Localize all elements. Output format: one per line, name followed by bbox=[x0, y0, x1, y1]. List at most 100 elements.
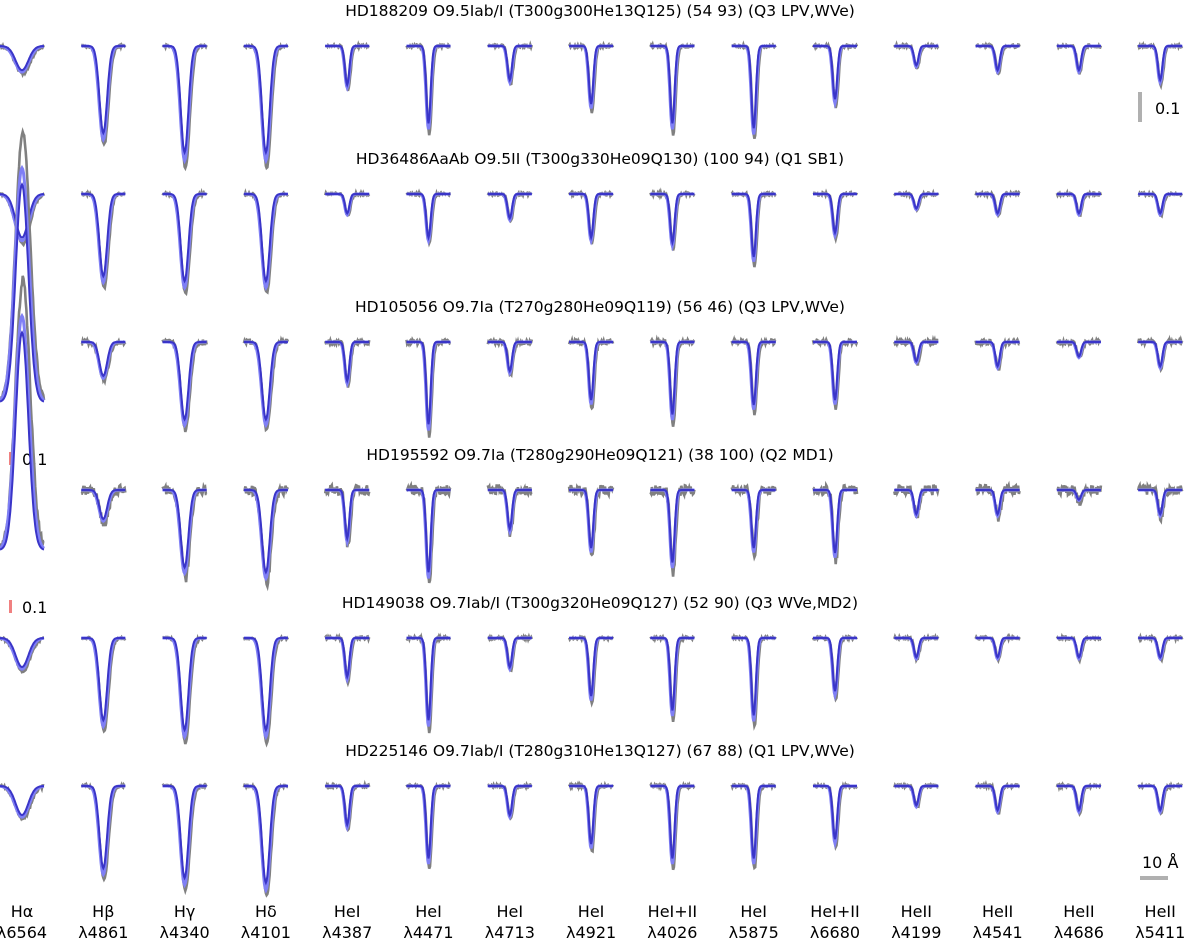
column-label: Hγ λ4340 bbox=[160, 902, 210, 942]
model-core-line bbox=[731, 45, 776, 129]
model-core-line bbox=[894, 341, 939, 364]
model-core-line bbox=[1056, 637, 1101, 660]
column-label: HeII λ4199 bbox=[891, 902, 941, 942]
star-row: HD105056 O9.7Ia (T270g280He09Q119) (56 4… bbox=[0, 127, 1184, 469]
model-core-line bbox=[487, 785, 532, 818]
model-core-line bbox=[1056, 45, 1101, 73]
flux-scale-label: 0.1 bbox=[1155, 99, 1180, 118]
model-spectrum-line bbox=[243, 488, 288, 582]
model-core-line bbox=[406, 193, 451, 242]
line-wavelength-label: λ4026 bbox=[647, 923, 697, 942]
model-core-line bbox=[162, 489, 207, 570]
model-spectrum-line bbox=[81, 44, 126, 143]
model-core-line bbox=[162, 341, 207, 422]
model-spectrum-line bbox=[0, 784, 45, 819]
model-spectrum-line bbox=[243, 340, 288, 429]
star-row: HD195592 O9.7Ia (T280g290He09Q121) (38 1… bbox=[0, 275, 1184, 617]
model-spectrum-line bbox=[243, 784, 288, 894]
line-wavelength-label: λ5875 bbox=[729, 923, 779, 942]
model-core-line bbox=[81, 341, 126, 378]
line-wavelength-label: λ4199 bbox=[891, 923, 941, 942]
observed-spectrum-line bbox=[242, 781, 289, 898]
model-spectrum-line bbox=[162, 488, 207, 577]
star-row: HD225146 O9.7Iab/I (T280g310He13Q127) (6… bbox=[0, 742, 1184, 898]
scale-bars: 0.1 10 Å bbox=[1138, 92, 1180, 880]
model-spectrum-line bbox=[243, 192, 288, 291]
model-core-line bbox=[243, 489, 288, 575]
line-ion-label: HeI bbox=[740, 902, 767, 921]
observed-spectrum-line bbox=[811, 335, 859, 410]
model-spectrum-line bbox=[162, 192, 207, 291]
model-core-line bbox=[81, 637, 126, 723]
column-label: Hβ λ4861 bbox=[78, 902, 128, 942]
model-core-line bbox=[243, 785, 288, 886]
model-core-line bbox=[731, 785, 776, 859]
model-core-line bbox=[1138, 193, 1183, 216]
model-core-line bbox=[731, 341, 776, 406]
emission-scale-bar bbox=[9, 452, 12, 465]
model-core-line bbox=[487, 637, 532, 670]
model-core-line bbox=[325, 193, 370, 216]
model-core-line bbox=[1138, 341, 1183, 369]
model-core-line bbox=[406, 341, 451, 425]
model-core-line bbox=[162, 45, 207, 156]
star-row-title: HD225146 O9.7Iab/I (T280g310He13Q127) (6… bbox=[345, 742, 855, 760]
model-spectrum-line bbox=[162, 784, 207, 889]
model-spectrum-line bbox=[243, 636, 288, 741]
line-ion-label: Hα bbox=[11, 902, 34, 921]
line-ion-label: HeII bbox=[901, 902, 932, 921]
model-core-line bbox=[406, 637, 451, 721]
line-ion-label: Hγ bbox=[174, 902, 196, 921]
model-spectrum-line bbox=[243, 44, 288, 165]
line-wavelength-label: λ4713 bbox=[485, 923, 535, 942]
model-core-line bbox=[813, 637, 857, 692]
model-core-line bbox=[0, 637, 44, 669]
model-core-line bbox=[1056, 785, 1101, 813]
column-label: HeII λ4686 bbox=[1054, 902, 1104, 942]
model-core-line bbox=[81, 489, 126, 521]
column-label: HeI λ4471 bbox=[403, 902, 453, 942]
model-core-line bbox=[325, 341, 370, 384]
model-core-line bbox=[975, 45, 1020, 73]
model-core-line bbox=[1138, 637, 1183, 660]
model-core-line bbox=[975, 193, 1020, 216]
model-spectrum-line bbox=[0, 44, 45, 74]
line-ion-label: HeI bbox=[578, 902, 605, 921]
model-core-line bbox=[975, 341, 1020, 369]
model-spectrum-line bbox=[0, 312, 45, 550]
model-core-line bbox=[894, 45, 939, 68]
star-row-title: HD149038 O9.7Iab/I (T300g320He09Q127) (5… bbox=[342, 594, 858, 612]
model-spectrum-line bbox=[162, 340, 207, 429]
column-label: HeI λ4387 bbox=[322, 902, 372, 942]
line-ion-label: HeI bbox=[497, 902, 524, 921]
model-core-line bbox=[813, 489, 857, 554]
model-core-line bbox=[894, 785, 939, 808]
model-core-line bbox=[1138, 45, 1183, 83]
observed-spectrum-line bbox=[567, 334, 615, 411]
observed-spectrum-line bbox=[80, 42, 127, 147]
model-core-line bbox=[487, 193, 532, 221]
observed-spectrum-line bbox=[567, 483, 615, 557]
star-row-title: HD36486AaAb O9.5II (T300g330He09Q130) (1… bbox=[356, 150, 844, 168]
star-row: HD149038 O9.7Iab/I (T300g320He09Q127) (5… bbox=[0, 594, 1184, 748]
line-ion-label: Hβ bbox=[92, 902, 114, 921]
model-core-line bbox=[894, 637, 939, 660]
model-spectrum-line bbox=[81, 784, 126, 878]
line-wavelength-label: λ4387 bbox=[322, 923, 372, 942]
model-spectrum-line bbox=[0, 164, 45, 402]
model-core-line bbox=[894, 193, 939, 211]
model-core-line bbox=[650, 45, 695, 124]
observed-spectrum-line bbox=[486, 482, 533, 537]
column-label: HeI+II λ4026 bbox=[647, 902, 697, 942]
line-wavelength-label: λ4101 bbox=[241, 923, 291, 942]
model-core-line bbox=[650, 489, 695, 563]
column-label: Hδ λ4101 bbox=[241, 902, 291, 942]
model-core-line bbox=[243, 45, 288, 156]
model-spectrum-line bbox=[81, 192, 126, 286]
model-core-line bbox=[487, 341, 532, 374]
star-row-title: HD195592 O9.7Ia (T280g290He09Q121) (38 1… bbox=[366, 446, 833, 464]
model-core-line bbox=[569, 785, 614, 845]
line-wavelength-label: λ4340 bbox=[160, 923, 210, 942]
model-core-line bbox=[650, 637, 695, 711]
line-ion-label: HeI+II bbox=[810, 902, 859, 921]
